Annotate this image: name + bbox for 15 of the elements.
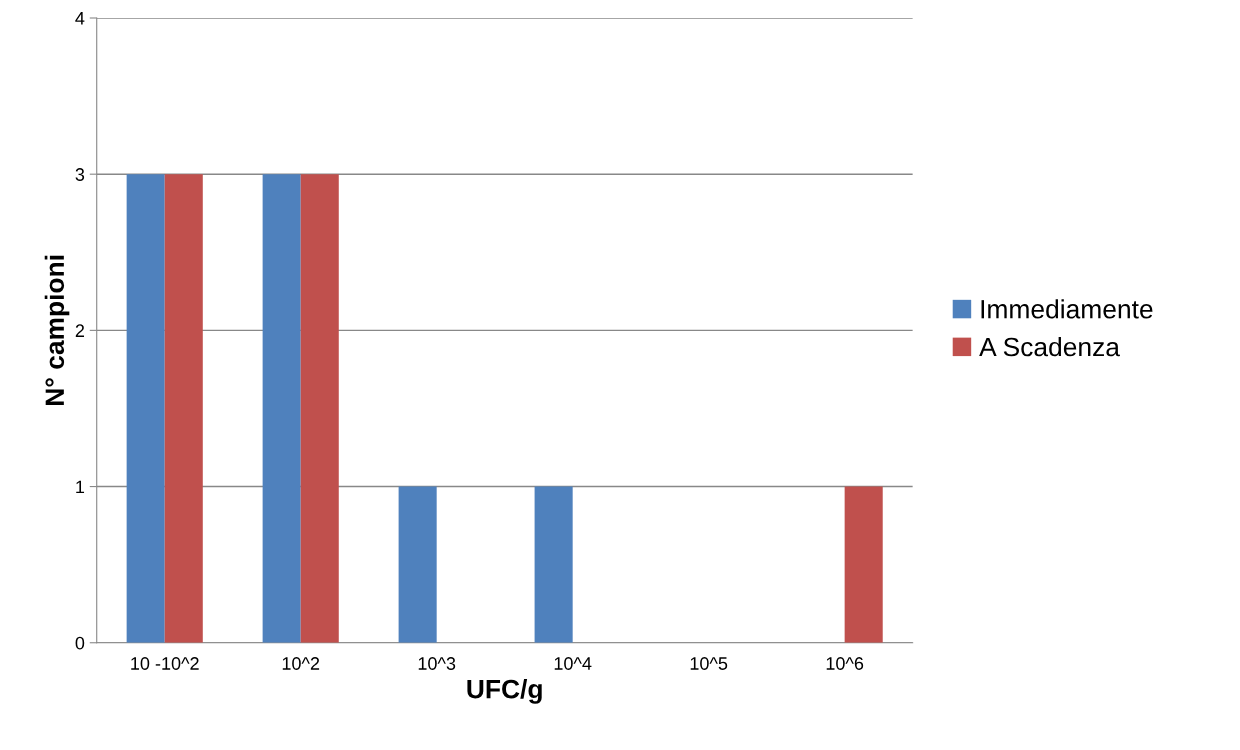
y-axis-title: N° campioni <box>44 255 70 405</box>
y-tick-label: 4 <box>75 12 85 25</box>
x-tick-label: 10^3 <box>418 657 456 670</box>
x-tick-label: 10 -10^2 <box>131 657 199 670</box>
legend-label: Immediamente <box>981 299 1153 319</box>
x-tick-label: 10^6 <box>826 657 864 670</box>
x-tick-label: 10^2 <box>282 657 320 670</box>
y-tick-label: 2 <box>75 324 85 337</box>
x-tick-label: 10^5 <box>690 657 728 670</box>
x-tick-label: 10^4 <box>554 657 592 670</box>
y-tick-label: 0 <box>75 636 85 650</box>
legend-label: A Scadenza <box>979 336 1120 357</box>
y-tick-label: 3 <box>75 168 85 181</box>
y-tick-label: 1 <box>76 480 85 494</box>
x-axis-title: UFC/g <box>467 679 542 704</box>
